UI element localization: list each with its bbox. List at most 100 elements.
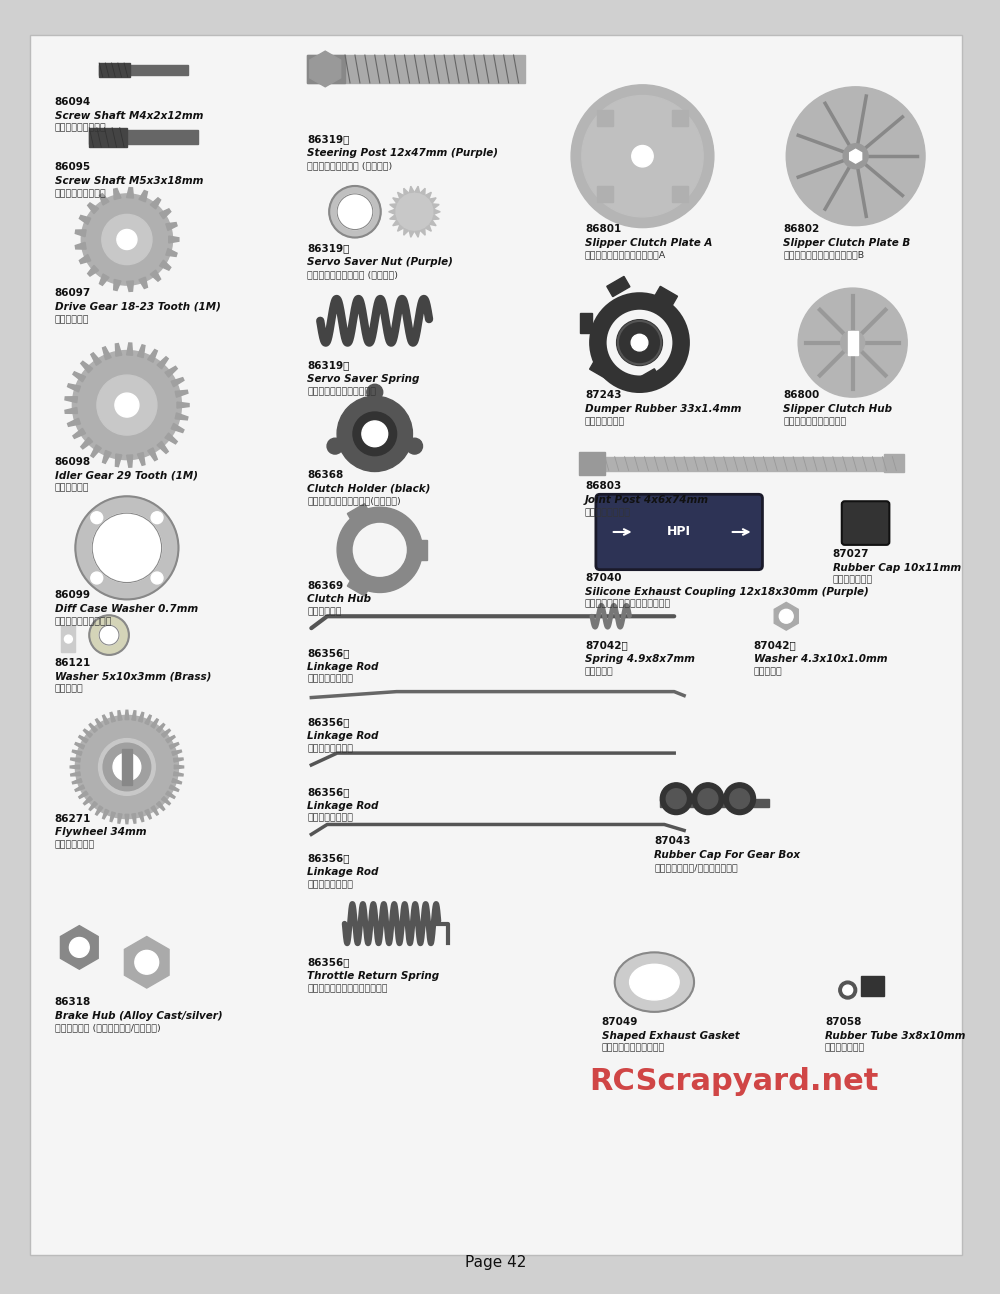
- Text: クラッチハブ: クラッチハブ: [307, 607, 342, 616]
- Polygon shape: [75, 743, 85, 749]
- Polygon shape: [91, 445, 101, 457]
- Polygon shape: [79, 735, 88, 743]
- Polygon shape: [65, 408, 77, 414]
- Circle shape: [151, 511, 163, 524]
- Text: Rubber Tube 3x8x10mm: Rubber Tube 3x8x10mm: [825, 1031, 965, 1040]
- Text: 87027: 87027: [833, 549, 869, 559]
- Text: 86097: 86097: [55, 289, 91, 298]
- Text: 86802: 86802: [783, 224, 820, 234]
- Polygon shape: [426, 225, 431, 232]
- Circle shape: [798, 289, 907, 397]
- Bar: [672, 186, 688, 202]
- Polygon shape: [310, 52, 341, 87]
- Text: Servo Saver Nut (Purple): Servo Saver Nut (Purple): [307, 258, 453, 268]
- Text: 86095: 86095: [55, 162, 91, 172]
- Circle shape: [72, 351, 181, 459]
- Text: スプリング: スプリング: [585, 666, 614, 675]
- Polygon shape: [145, 809, 151, 819]
- Circle shape: [632, 145, 653, 167]
- Text: 86099: 86099: [55, 590, 91, 600]
- Circle shape: [582, 96, 703, 217]
- Polygon shape: [430, 220, 436, 225]
- Polygon shape: [409, 540, 427, 560]
- FancyBboxPatch shape: [596, 494, 762, 569]
- Text: Slipper Clutch Hub: Slipper Clutch Hub: [783, 404, 892, 414]
- Polygon shape: [165, 366, 177, 377]
- Polygon shape: [145, 716, 151, 725]
- Circle shape: [92, 514, 162, 582]
- Text: 86356ⓒ: 86356ⓒ: [307, 787, 350, 797]
- Bar: [675, 333, 687, 352]
- Polygon shape: [88, 203, 99, 214]
- Polygon shape: [127, 281, 133, 291]
- Bar: [861, 976, 884, 996]
- Text: Clutch Holder (black): Clutch Holder (black): [307, 484, 431, 493]
- Polygon shape: [148, 448, 157, 461]
- Polygon shape: [96, 806, 103, 815]
- Polygon shape: [114, 189, 121, 199]
- Text: 86368: 86368: [307, 470, 344, 480]
- Polygon shape: [72, 751, 82, 756]
- Polygon shape: [75, 230, 86, 237]
- Polygon shape: [137, 453, 145, 466]
- Text: Drive Gear 18-23 Tooth (1M): Drive Gear 18-23 Tooth (1M): [55, 302, 220, 312]
- Text: Brake Hub (Alloy Cast/silver): Brake Hub (Alloy Cast/silver): [55, 1011, 222, 1021]
- FancyBboxPatch shape: [842, 501, 889, 545]
- Ellipse shape: [615, 952, 694, 1012]
- Text: ワッシャー: ワッシャー: [55, 685, 83, 694]
- Bar: [597, 110, 613, 127]
- Circle shape: [91, 511, 103, 524]
- Polygon shape: [151, 806, 158, 815]
- Text: 87058: 87058: [825, 1017, 861, 1027]
- Polygon shape: [118, 710, 122, 721]
- Bar: [585, 457, 892, 471]
- Polygon shape: [138, 811, 144, 822]
- Circle shape: [779, 609, 793, 624]
- Text: Dumper Rubber 33x1.4mm: Dumper Rubber 33x1.4mm: [585, 404, 741, 414]
- Circle shape: [724, 783, 756, 814]
- Polygon shape: [433, 204, 439, 208]
- Ellipse shape: [630, 964, 679, 1000]
- Text: スリッパークラッチハブ: スリッパークラッチハブ: [783, 417, 847, 426]
- Text: 86121: 86121: [55, 657, 91, 668]
- Bar: [590, 358, 613, 379]
- Circle shape: [631, 334, 648, 351]
- Circle shape: [362, 421, 388, 446]
- Bar: [848, 331, 858, 355]
- Polygon shape: [70, 765, 80, 769]
- Text: サーボセイバースプリング: サーボセイバースプリング: [307, 387, 376, 396]
- Circle shape: [571, 85, 714, 228]
- Polygon shape: [157, 357, 168, 369]
- Circle shape: [367, 384, 383, 400]
- Text: 86098: 86098: [55, 457, 91, 467]
- Polygon shape: [430, 198, 436, 203]
- Text: 86319ⓒ: 86319ⓒ: [307, 361, 350, 370]
- Text: Spring 4.9x8x7mm: Spring 4.9x8x7mm: [585, 653, 695, 664]
- Polygon shape: [91, 353, 101, 365]
- Polygon shape: [96, 718, 103, 729]
- Polygon shape: [110, 712, 115, 722]
- Text: Shaped Exhaust Gasket: Shaped Exhaust Gasket: [602, 1031, 740, 1040]
- Text: Slipper Clutch Plate B: Slipper Clutch Plate B: [783, 238, 911, 247]
- Polygon shape: [75, 242, 86, 250]
- Text: Servo Saver Spring: Servo Saver Spring: [307, 374, 420, 384]
- Text: Steering Post 12x47mm (Purple): Steering Post 12x47mm (Purple): [307, 149, 498, 158]
- Polygon shape: [127, 343, 133, 356]
- Polygon shape: [171, 378, 184, 387]
- Circle shape: [103, 743, 151, 791]
- Polygon shape: [75, 785, 85, 792]
- Bar: [607, 277, 630, 296]
- Polygon shape: [79, 791, 88, 798]
- Text: Rubber Cap For Gear Box: Rubber Cap For Gear Box: [654, 850, 801, 861]
- Polygon shape: [160, 260, 171, 270]
- Polygon shape: [166, 248, 177, 256]
- Polygon shape: [160, 208, 171, 219]
- Text: 87042ⓑ: 87042ⓑ: [754, 641, 796, 650]
- Circle shape: [115, 393, 139, 417]
- Polygon shape: [139, 277, 147, 289]
- Polygon shape: [347, 571, 373, 597]
- Circle shape: [843, 985, 853, 995]
- Polygon shape: [115, 454, 122, 467]
- Text: 87042ⓐ: 87042ⓐ: [585, 641, 628, 650]
- Polygon shape: [118, 814, 122, 823]
